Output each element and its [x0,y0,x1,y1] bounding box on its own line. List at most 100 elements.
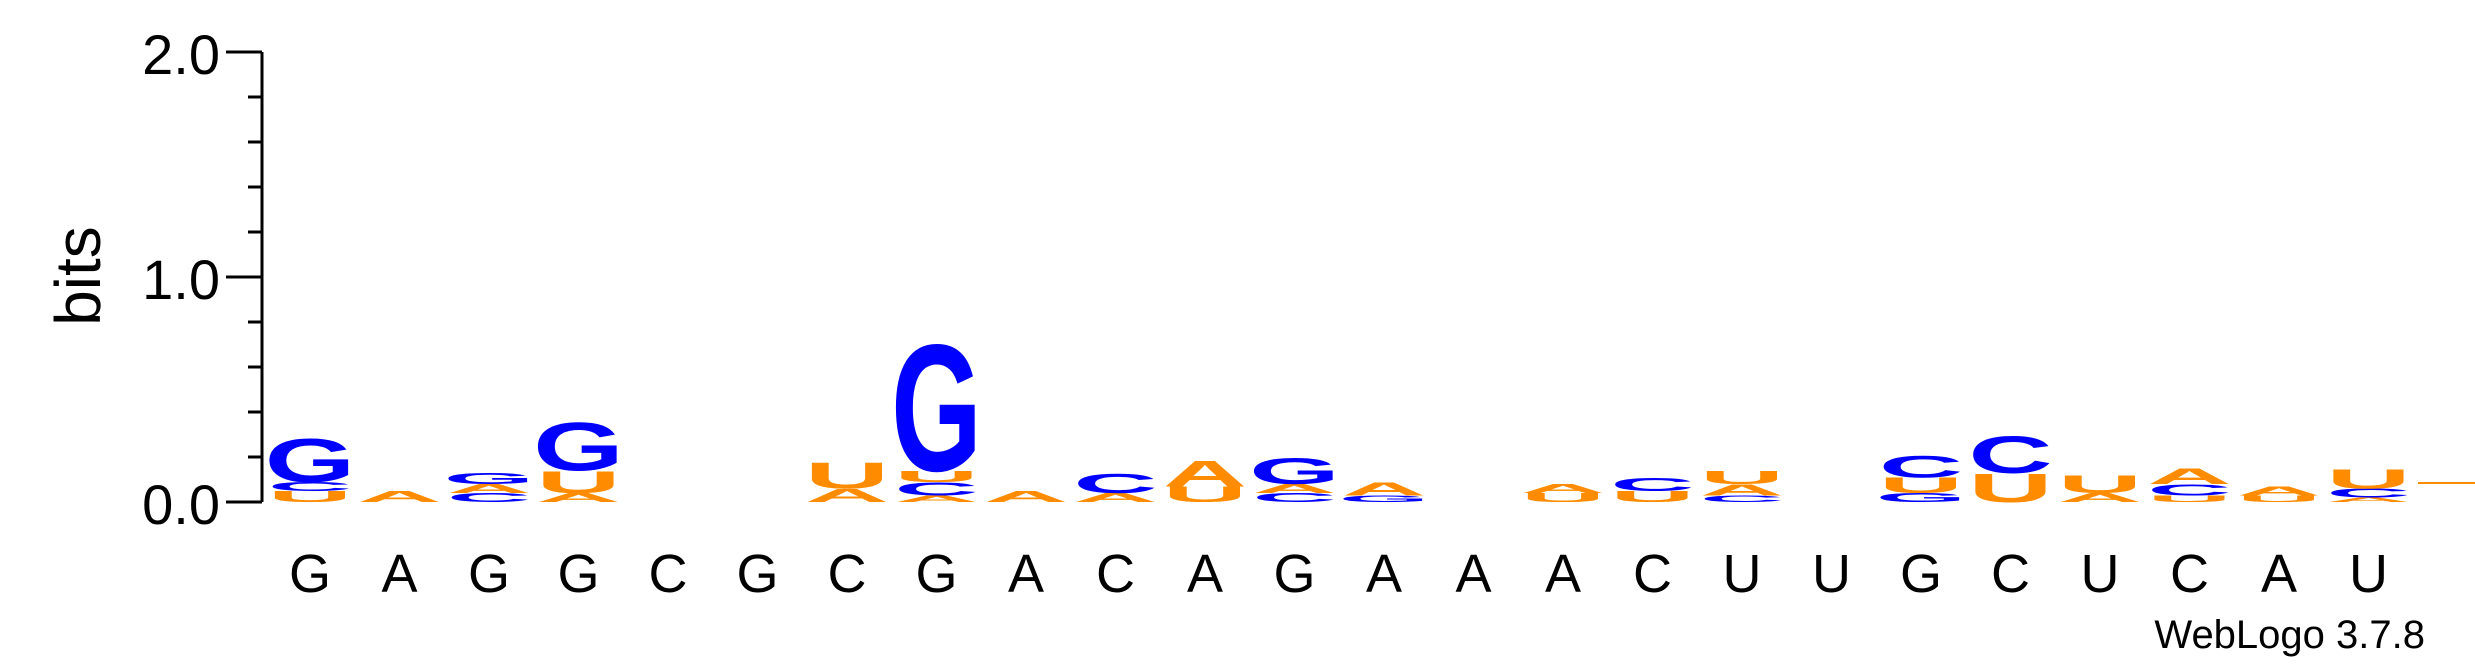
x-tick-label: A [1008,544,1044,604]
logo-letter-c: C [1073,467,1157,498]
logo-column: CAG [1249,451,1340,505]
logo-letter-c: C [1700,493,1784,504]
logo-letter-c: C [894,478,978,499]
logo-letter-u: U [894,468,978,485]
x-tick-label: C [1096,544,1135,604]
x-tick-label: C [828,544,867,604]
logo-column: GA [1339,478,1430,504]
logo-column: UA [1521,482,1605,505]
logo-column: UCA [2147,464,2231,504]
logo-letter-u: U [2058,470,2142,498]
logo-letter-a: A [984,488,1068,505]
logo-letter-a: A [536,491,620,505]
x-tick-label: A [1366,544,1402,604]
logo-letter-a: A [447,482,531,496]
y-axis: 0.0 1.0 2.0 [142,23,264,536]
logo-letter-a: A [1073,491,1157,505]
logo-letter-g: G [891,308,982,510]
logo-column: AU [2058,470,2142,504]
logo-column: UC [1968,425,2052,511]
y-tick-label: 2.0 [142,23,220,86]
y-axis-label: bits [42,226,114,326]
logo-letter-u: U [2147,493,2231,504]
logo-letter-c: C [1252,491,1336,505]
logo-letter-a: A [2147,464,2231,489]
logo-letter-a: A [2237,484,2321,498]
logo-letter-u: U [1610,488,1694,505]
logo-letter-a: A [1252,482,1336,496]
x-tick-label: A [1187,544,1223,604]
logo-letter-u: U [1968,465,2052,511]
x-tick-label: A [381,544,417,604]
logo-letter-a: A [2326,496,2410,503]
logo-letter-a: A [1342,478,1426,499]
logo-letter-c: C [2326,486,2410,500]
logo-column: ACU [2326,463,2410,503]
logo-letter-c: C [2147,481,2231,498]
x-tick-label: G [1273,544,1315,604]
x-tick-label: G [915,544,957,604]
x-tick-label: G [1900,544,1942,604]
logo-letter-a: A [1163,453,1247,495]
logo-letter-g: G [265,425,356,495]
logo-letter-c: C [1610,474,1694,495]
y-tick-label: 0.0 [142,473,220,536]
x-tick-label: A [1455,544,1491,604]
logo-letter-g: G [1339,493,1430,504]
x-tick-label: A [1545,544,1581,604]
x-tick-label: C [1633,544,1672,604]
logo-column: CAU [1700,467,1784,504]
logo-column: UA [2237,484,2321,504]
logo-column: AC [1073,467,1157,504]
logo-letter-c: C [447,491,531,505]
logo-letter-g: G [444,470,535,487]
x-tick-label: G [289,544,331,604]
x-tick-label: U [1723,544,1762,604]
weblogo-version-label: WebLogo 3.7.8 [2154,613,2425,657]
logo-letter-u: U [1700,467,1784,488]
logo-letter-a: A [2058,491,2142,505]
logo-letter-u: U [805,455,889,497]
logo-letter-a: A [805,485,889,506]
x-tick-label: G [468,544,510,604]
logo-letter-u: U [2237,493,2321,504]
logo-column: GUC [1876,449,1967,504]
x-tick-label: C [649,544,688,604]
logo-letter-a: A [357,488,441,505]
logo-letter-u: U [1879,473,1963,498]
x-tick-label: G [736,544,778,604]
x-tick-label: C [2170,544,2209,604]
logo-letter-u: U [1521,491,1605,505]
logo-letter-g: G [1876,491,1967,505]
logo-letter-u: U [268,488,352,505]
logo-column: A [357,488,441,505]
logo-column: CAG [444,470,535,505]
logo-letter-u: U [1163,482,1247,507]
x-tick-label: C [1991,544,2030,604]
x-tick-label: U [1812,544,1851,604]
x-tick-label: A [2261,544,2297,604]
logo-letter-g: G [1249,451,1340,493]
logo-letter-a: A [1521,482,1605,496]
logo-column: UA [1163,453,1247,507]
logo-letter-c: C [268,479,352,493]
logo-letter-u: U [536,465,620,500]
logo-column: UCG [265,425,356,505]
logo-column: UC [1610,474,1694,506]
y-tick-label: 1.0 [142,248,220,311]
logo-column: AUG [533,409,624,505]
logo-column: AU [805,455,889,506]
x-tick-label: U [2081,544,2120,604]
x-tick-label: U [2349,544,2388,604]
logo-letter-a: A [1700,481,1784,498]
logo-letter-c: C [1968,425,2052,484]
logo-letter-u: U [2326,463,2410,494]
x-tick-label: G [557,544,599,604]
logo-letter-g: G [533,409,624,486]
logo-letter-c: C [1879,449,1963,484]
logo-letter-a: A [894,493,978,504]
